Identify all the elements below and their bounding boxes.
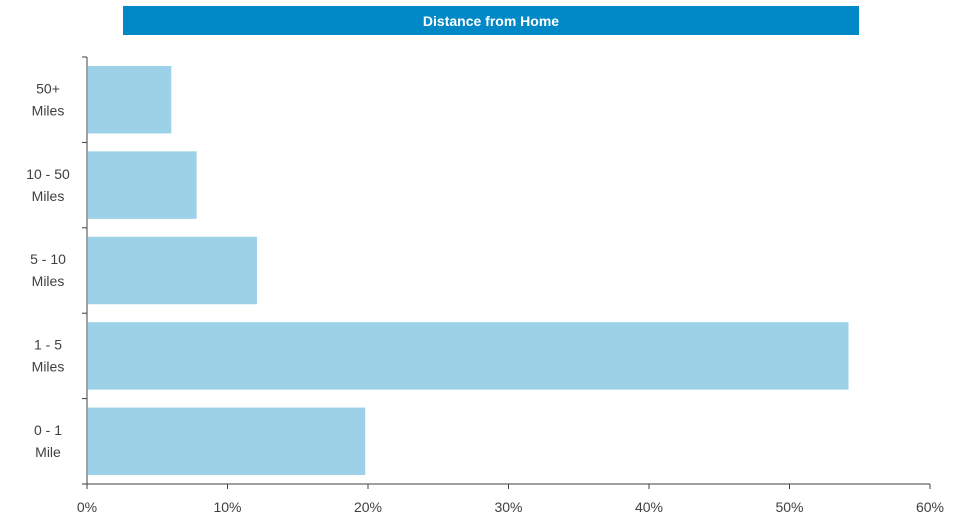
category-label-1: 1 - 5 Miles (32, 337, 65, 375)
bar-0 (88, 407, 366, 476)
x-tick-label-0: 0% (77, 499, 97, 515)
x-tick-label-5: 50% (775, 499, 803, 515)
bars-group (88, 65, 849, 476)
chart-title-banner: Distance from Home (123, 6, 859, 35)
x-tick-label-3: 30% (494, 499, 522, 515)
bar-1 (88, 322, 849, 390)
chart-title: Distance from Home (422, 12, 560, 29)
x-tick-label-2: 20% (354, 499, 382, 515)
bar-3 (88, 151, 197, 219)
category-label-0: 0 - 1 Mile (34, 422, 62, 460)
bar-4 (88, 65, 172, 134)
x-tick-label-1: 10% (213, 499, 241, 515)
x-tick-label-6: 60% (916, 499, 944, 515)
category-label-3: 10 - 50 Miles (26, 166, 70, 204)
category-label-4: 50+ Miles (32, 80, 65, 118)
labels-group: 0 - 1 Mile 1 - 5 Miles 5 - 10 Miles 10 - 50 Mil… (26, 80, 944, 515)
x-tick-label-4: 40% (635, 499, 663, 515)
bar-2 (88, 236, 258, 305)
axes-group (82, 56, 931, 489)
category-label-2: 5 - 10 Miles (30, 251, 66, 289)
